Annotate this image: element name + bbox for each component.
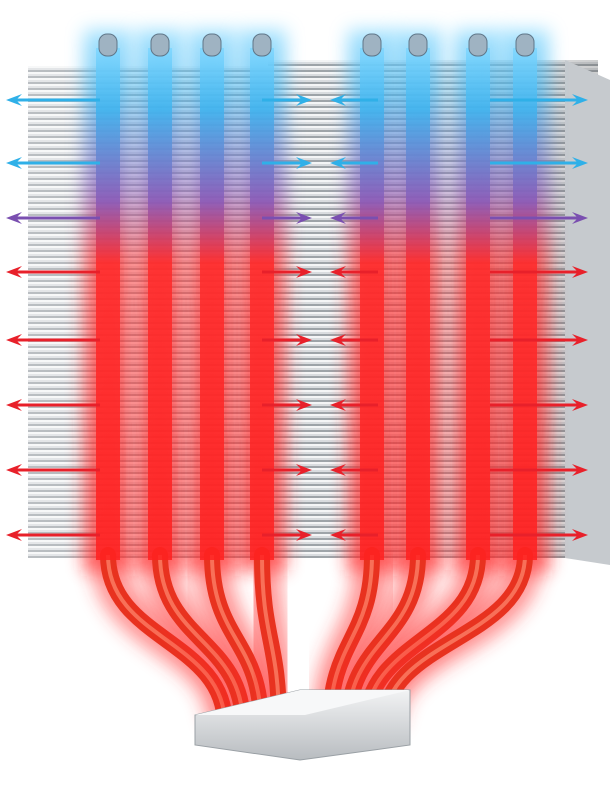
pipe-bend-highlight (158, 554, 245, 726)
airflow-arrow-head (296, 212, 312, 224)
pipe-cap (98, 33, 118, 57)
airflow-arrows (6, 94, 588, 541)
airflow-arrow-head (330, 94, 346, 106)
pipe-bend-highlight (210, 554, 263, 726)
airflow-arrow-head (572, 157, 588, 169)
airflow-arrow-head (572, 464, 588, 476)
pipe (250, 48, 274, 560)
airflow-arrow-head (330, 464, 346, 476)
airflow-arrow-head (572, 334, 588, 346)
pipe (360, 48, 384, 560)
pipe-cap (252, 33, 272, 57)
airflow-arrow-head (572, 212, 588, 224)
airflow-arrow-head (296, 529, 312, 541)
pipe (406, 48, 430, 560)
airflow-arrow-head (572, 399, 588, 411)
airflow-arrow-head (296, 94, 312, 106)
pipe-cap (202, 33, 222, 57)
airflow-arrow-head (330, 157, 346, 169)
pipe (200, 48, 224, 560)
airflow-arrow-head (6, 266, 22, 278)
airflow-arrow-head (572, 94, 588, 106)
base-top (195, 690, 410, 715)
pipe (466, 48, 490, 560)
airflow-arrow-head (296, 399, 312, 411)
fin-side (565, 60, 610, 565)
pipe (96, 48, 120, 560)
airflow-arrow-head (330, 266, 346, 278)
pipe-cap (468, 33, 488, 57)
airflow-arrow-head (6, 334, 22, 346)
airflow-arrow-head (330, 529, 346, 541)
pipe-cap (408, 33, 428, 57)
airflow-arrow-head (330, 334, 346, 346)
pipe-bend-highlight (106, 554, 227, 726)
airflow-arrow-head (572, 266, 588, 278)
airflow-arrow-head (6, 464, 22, 476)
airflow-arrow-head (296, 157, 312, 169)
pipe-cap (150, 33, 170, 57)
airflow-arrow-head (6, 212, 22, 224)
airflow-arrow-head (6, 399, 22, 411)
airflow-arrow-head (6, 157, 22, 169)
pipe (513, 48, 537, 560)
airflow-arrow-head (6, 529, 22, 541)
heatpipes (84, 30, 549, 733)
pipe-cap (515, 33, 535, 57)
pipe (148, 48, 172, 560)
airflow-arrow-head (296, 334, 312, 346)
airflow-arrow-head (296, 464, 312, 476)
airflow-arrow-head (330, 212, 346, 224)
airflow-arrow-head (330, 399, 346, 411)
airflow-arrow-head (572, 529, 588, 541)
airflow-arrow-head (296, 266, 312, 278)
airflow-arrow-head (6, 94, 22, 106)
pipe-cap (362, 33, 382, 57)
